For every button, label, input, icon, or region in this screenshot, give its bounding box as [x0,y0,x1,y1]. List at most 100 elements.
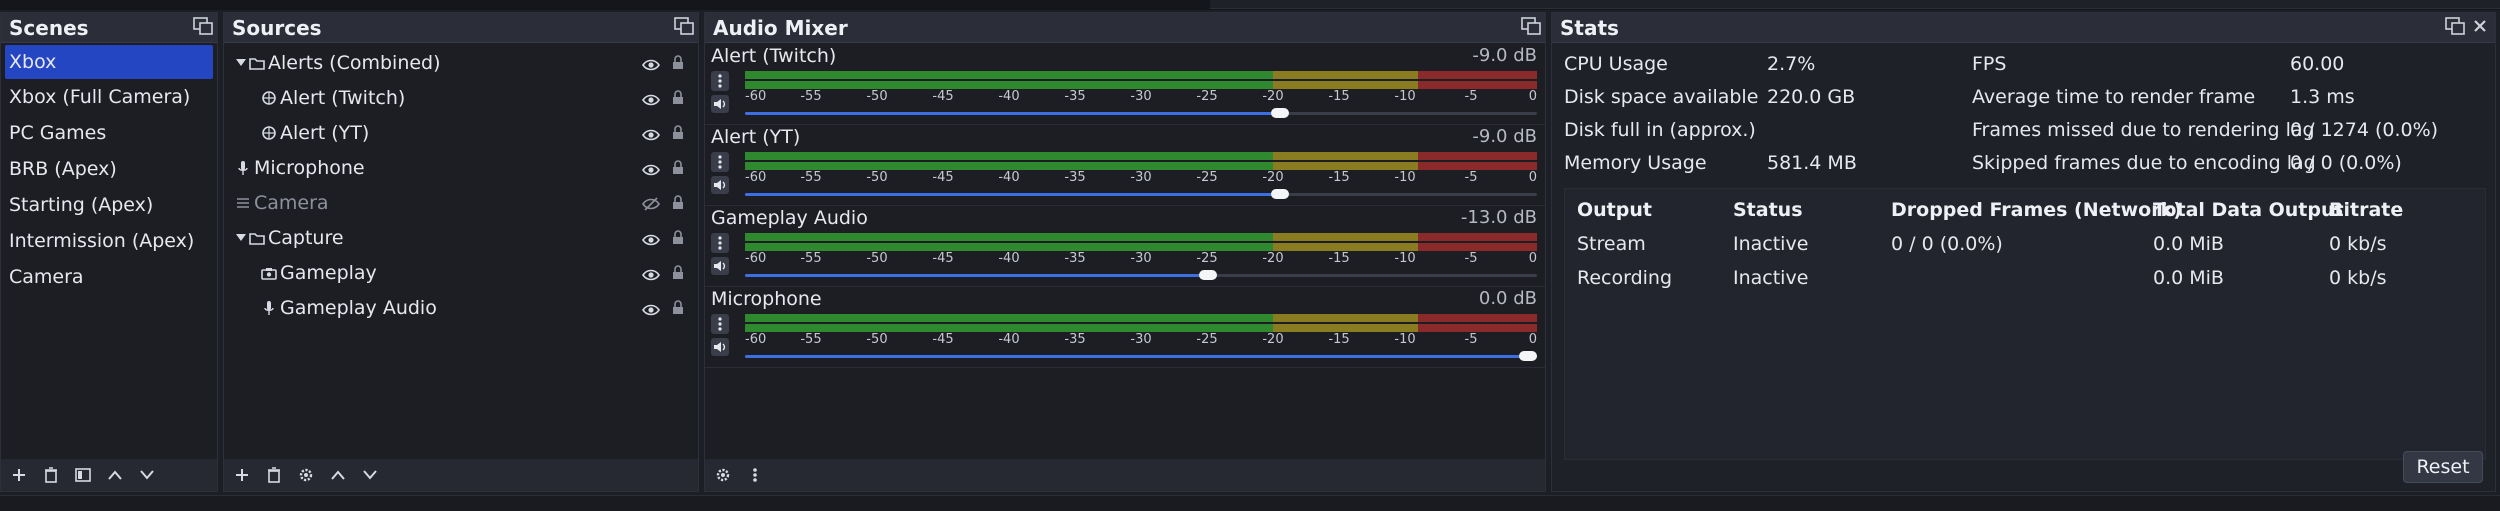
expand-arrow-icon[interactable] [234,56,248,70]
speaker-icon[interactable] [711,257,729,275]
scene-item[interactable]: Xbox [5,45,213,79]
lock-icon[interactable] [672,263,684,285]
volume-slider[interactable] [745,350,1537,364]
meter-red-zone [1418,71,1537,79]
volume-meter [745,314,1537,332]
speaker-icon[interactable] [711,95,729,113]
trash-icon[interactable] [41,465,61,485]
scenes-toolbar [1,459,217,491]
microphone-icon [260,300,278,316]
move-down-icon[interactable] [137,465,157,485]
volume-slider-handle[interactable] [1271,189,1290,199]
volume-slider-handle[interactable] [1271,108,1290,118]
meter-tick-label: -5 [1464,332,1478,347]
move-up-icon[interactable] [105,465,125,485]
undock-icon[interactable] [674,17,694,35]
volume-meter [745,152,1537,170]
source-label: Microphone [254,156,365,179]
visibility-eye-icon[interactable] [642,89,660,111]
trash-icon[interactable] [264,465,284,485]
meter-tick-label: -10 [1394,89,1416,104]
meter-tick-label: -45 [932,251,954,266]
meter-tick-label: -30 [1130,332,1152,347]
visibility-eye-icon[interactable] [642,299,660,321]
volume-slider[interactable] [745,107,1537,121]
lock-icon[interactable] [672,53,684,75]
close-icon[interactable] [2471,17,2491,35]
meter-tick-label: 0 [1528,251,1537,266]
speaker-icon[interactable] [711,338,729,356]
meter-red-zone [1418,243,1537,251]
meter-red-zone [1418,152,1537,160]
add-icon[interactable] [9,465,29,485]
expand-arrow-icon[interactable] [234,231,248,245]
lock-icon[interactable] [672,228,684,250]
channel-menu-icon[interactable] [711,71,729,91]
source-item[interactable]: Gameplay [224,255,698,290]
stats-body: CPU Usage 2.7% Disk space available 220.0 G… [1552,43,2495,491]
scene-item[interactable]: PC Games [9,122,107,144]
browser-icon [260,90,278,106]
visibility-eye-icon[interactable] [642,124,660,146]
reset-button[interactable]: Reset [2403,451,2483,483]
source-item[interactable]: Alerts (Combined) [224,45,698,80]
channel-menu-icon[interactable] [711,152,729,172]
volume-slider-handle[interactable] [1519,351,1537,361]
visibility-eye-icon[interactable] [642,54,660,76]
meter-green-zone [745,152,1274,160]
source-item[interactable]: Camera [224,185,698,220]
visibility-eye-icon[interactable] [642,159,660,181]
meter-tick-label: -5 [1464,251,1478,266]
meter-tick-label: -5 [1464,89,1478,104]
move-up-icon[interactable] [328,465,348,485]
volume-slider[interactable] [745,188,1537,202]
lock-icon[interactable] [672,298,684,320]
speaker-icon[interactable] [711,176,729,194]
sources-title: Sources [232,15,322,40]
volume-slider-handle[interactable] [1199,270,1218,280]
gear-icon[interactable] [296,465,316,485]
visibility-eye-icon[interactable] [642,264,660,286]
stat-value: 2.7% [1767,53,1816,75]
channel-menu-icon[interactable] [711,233,729,253]
filters-icon[interactable] [73,465,93,485]
source-item[interactable]: Alert (YT) [224,115,698,150]
stats-dock: Stats CPU Usage 2.7% Disk space available 2… [1551,12,2496,492]
scene-item[interactable]: Intermission (Apex) [9,230,195,252]
more-options-icon[interactable] [745,465,765,485]
lock-icon[interactable] [672,88,684,110]
scene-item[interactable]: Camera [9,266,84,288]
source-item[interactable]: Microphone [224,150,698,185]
source-item[interactable]: Gameplay Audio [224,290,698,325]
visibility-eye-icon[interactable] [642,229,660,251]
scene-item[interactable]: BRB (Apex) [9,158,117,180]
table-cell: 0.0 MiB [2153,267,2224,289]
scene-item[interactable]: Starting (Apex) [9,194,154,216]
channel-menu-icon[interactable] [711,314,729,334]
meter-tick-label: -45 [932,89,954,104]
source-item[interactable]: Alert (Twitch) [224,80,698,115]
undock-icon[interactable] [1521,17,1541,35]
add-icon[interactable] [232,465,252,485]
mixer-channel: Alert (YT) -9.0 dB -60 -55 -50 -45 -40 -35 -30 -2… [705,124,1545,206]
meter-tick-label: -50 [866,170,888,185]
stat-label: Disk space available [1564,86,1759,108]
source-item[interactable]: Capture [224,220,698,255]
table-header: Dropped Frames (Network) [1891,199,2182,221]
meter-tick-label: -50 [866,332,888,347]
meter-tick-label: -40 [998,170,1020,185]
lock-icon[interactable] [672,123,684,145]
undock-icon[interactable] [193,17,213,35]
lock-icon[interactable] [672,158,684,180]
hidden-eye-icon[interactable] [642,194,660,216]
move-down-icon[interactable] [360,465,380,485]
volume-slider[interactable] [745,269,1537,283]
lock-icon[interactable] [672,193,684,215]
undock-icon[interactable] [2445,17,2465,35]
table-cell: Inactive [1733,233,1809,255]
advanced-audio-icon[interactable] [713,465,733,485]
mixer-toolbar [705,459,1545,491]
meter-tick-label: -30 [1130,89,1152,104]
scene-item[interactable]: Xbox (Full Camera) [9,86,191,108]
table-cell: Inactive [1733,267,1809,289]
